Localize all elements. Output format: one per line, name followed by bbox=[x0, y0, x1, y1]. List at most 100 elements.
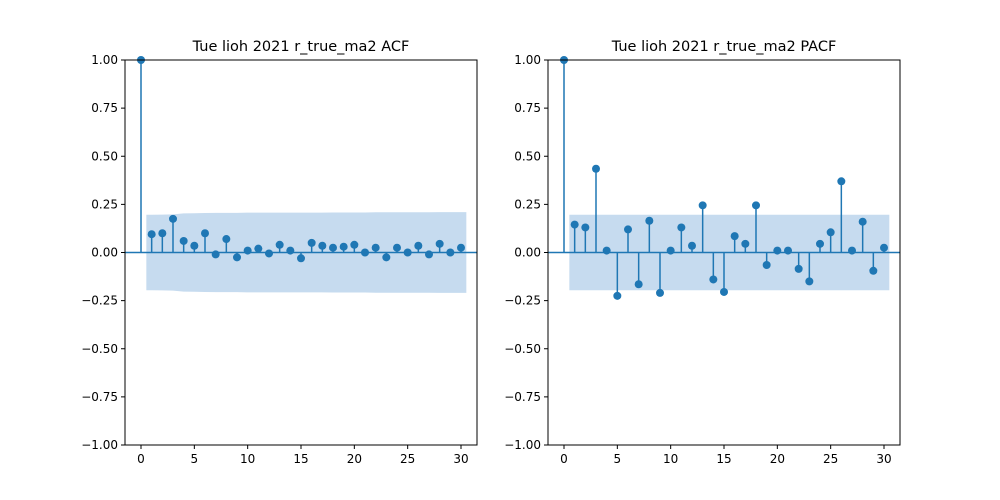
acf-point-lag-6 bbox=[201, 229, 209, 238]
acf-point-lag-17 bbox=[318, 241, 327, 250]
acf-y-tick-label: 0.50 bbox=[91, 149, 118, 163]
acf-point-lag-28 bbox=[435, 239, 444, 248]
acf-point-lag-30 bbox=[457, 243, 465, 252]
acf-point-lag-10 bbox=[243, 246, 252, 255]
pacf-x-tick-label: 20 bbox=[770, 452, 785, 466]
acf-point-lag-3 bbox=[169, 214, 177, 223]
acf-point-lag-8 bbox=[222, 235, 231, 244]
pacf-point-lag-26 bbox=[837, 177, 846, 186]
pacf-point-lag-11 bbox=[677, 223, 686, 232]
pacf-y-tick-label: −0.50 bbox=[504, 342, 541, 356]
pacf-y-axis-ticks: 1.00 0.75 0.50 0.25 0.00 −0.25 −0.50 −0.75 −1.00 bbox=[504, 53, 548, 452]
acf-x-tick-label: 15 bbox=[293, 452, 308, 466]
acf-point-lag-15 bbox=[297, 254, 305, 263]
acf-y-tick-label: −0.25 bbox=[81, 294, 118, 308]
pacf-point-lag-19 bbox=[762, 261, 771, 270]
acf-point-lag-29 bbox=[446, 248, 455, 257]
acf-y-tick-label: 1.00 bbox=[91, 53, 118, 67]
acf-point-lag-19 bbox=[339, 242, 348, 251]
pacf-point-lag-18 bbox=[752, 201, 760, 210]
pacf-y-tick-label: 0.00 bbox=[514, 246, 541, 260]
acf-point-lag-18 bbox=[329, 243, 337, 252]
pacf-y-tick-label: 1.00 bbox=[514, 53, 541, 67]
acf-point-lag-11 bbox=[254, 244, 263, 253]
acf-chart-title: Tue lioh 2021 r_true_ma2 ACF bbox=[192, 39, 410, 55]
pacf-x-tick-label: 10 bbox=[663, 452, 678, 466]
acf-panel: Tue lioh 2021 r_true_ma2 ACF 0 5 10 15 20 25 3… bbox=[81, 39, 478, 466]
acf-point-lag-20 bbox=[350, 240, 359, 249]
acf-stem-layer bbox=[137, 56, 465, 263]
pacf-panel: Tue lioh 2021 r_true_ma2 PACF 0 5 10 15 20 25… bbox=[504, 39, 901, 466]
acf-x-axis-ticks: 0 5 10 15 20 25 30 bbox=[137, 445, 469, 466]
acf-x-tick-label: 10 bbox=[240, 452, 255, 466]
acf-point-lag-26 bbox=[414, 241, 423, 250]
acf-point-lag-12 bbox=[265, 249, 273, 258]
pacf-point-lag-1 bbox=[570, 220, 579, 229]
pacf-point-lag-29 bbox=[869, 266, 878, 275]
pacf-x-tick-label: 30 bbox=[876, 452, 891, 466]
acf-y-tick-label: 0.00 bbox=[91, 246, 118, 260]
pacf-y-tick-label: 0.25 bbox=[514, 197, 541, 211]
acf-point-lag-21 bbox=[361, 248, 369, 257]
pacf-point-lag-21 bbox=[784, 246, 792, 255]
acf-point-lag-16 bbox=[307, 238, 316, 247]
pacf-point-lag-30 bbox=[880, 243, 888, 252]
pacf-point-lag-25 bbox=[826, 228, 835, 237]
pacf-point-lag-5 bbox=[613, 291, 622, 300]
pacf-x-tick-label: 5 bbox=[614, 452, 622, 466]
acf-x-tick-label: 25 bbox=[400, 452, 415, 466]
pacf-point-lag-23 bbox=[805, 277, 814, 286]
pacf-y-tick-label: 0.75 bbox=[514, 101, 541, 115]
pacf-point-lag-15 bbox=[720, 287, 728, 296]
pacf-point-lag-27 bbox=[848, 246, 856, 255]
acf-y-axis-ticks: 1.00 0.75 0.50 0.25 0.00 −0.25 −0.50 −0.75 −1.00 bbox=[81, 53, 125, 452]
pacf-x-axis-ticks: 0 5 10 15 20 25 30 bbox=[560, 445, 892, 466]
pacf-point-lag-16 bbox=[730, 232, 739, 241]
pacf-point-lag-10 bbox=[666, 246, 675, 255]
pacf-y-tick-label: −1.00 bbox=[504, 438, 541, 452]
pacf-point-lag-13 bbox=[698, 201, 707, 210]
pacf-y-tick-label: −0.25 bbox=[504, 294, 541, 308]
pacf-y-tick-label: 0.50 bbox=[514, 149, 541, 163]
acf-point-lag-24 bbox=[393, 243, 401, 252]
pacf-x-tick-label: 25 bbox=[823, 452, 838, 466]
acf-point-lag-13 bbox=[275, 240, 284, 249]
acf-point-lag-4 bbox=[179, 236, 188, 245]
acf-point-lag-2 bbox=[158, 229, 167, 238]
acf-y-tick-label: −1.00 bbox=[81, 438, 118, 452]
acf-point-lag-14 bbox=[286, 246, 295, 255]
pacf-point-lag-2 bbox=[581, 223, 590, 232]
acf-point-lag-22 bbox=[371, 243, 380, 252]
acf-x-tick-label: 30 bbox=[453, 452, 468, 466]
pacf-point-lag-28 bbox=[858, 217, 867, 226]
acf-point-lag-23 bbox=[382, 253, 391, 262]
acf-y-tick-label: 0.75 bbox=[91, 101, 118, 115]
acf-point-lag-27 bbox=[425, 250, 433, 259]
pacf-point-lag-7 bbox=[634, 280, 643, 289]
pacf-stem-layer bbox=[560, 56, 888, 300]
pacf-point-lag-9 bbox=[656, 288, 664, 297]
pacf-x-tick-label: 0 bbox=[560, 452, 568, 466]
acf-point-lag-5 bbox=[190, 241, 199, 250]
acf-point-lag-9 bbox=[233, 253, 241, 262]
acf-x-tick-label: 0 bbox=[137, 452, 145, 466]
pacf-chart-title: Tue lioh 2021 r_true_ma2 PACF bbox=[611, 39, 837, 55]
pacf-point-lag-12 bbox=[688, 241, 696, 250]
acf-point-lag-25 bbox=[403, 248, 412, 257]
pacf-y-tick-label: −0.75 bbox=[504, 390, 541, 404]
acf-x-tick-label: 5 bbox=[191, 452, 199, 466]
pacf-point-lag-3 bbox=[592, 164, 600, 173]
pacf-point-lag-6 bbox=[624, 225, 632, 234]
acf-point-lag-7 bbox=[211, 250, 220, 259]
pacf-point-lag-22 bbox=[794, 264, 803, 273]
acf-point-lag-1 bbox=[147, 230, 156, 239]
acf-y-tick-label: −0.75 bbox=[81, 390, 118, 404]
pacf-point-lag-17 bbox=[741, 239, 750, 248]
pacf-x-tick-label: 15 bbox=[716, 452, 731, 466]
pacf-point-lag-14 bbox=[709, 275, 718, 284]
acf-y-tick-label: 0.25 bbox=[91, 197, 118, 211]
acf-x-tick-label: 20 bbox=[347, 452, 362, 466]
pacf-point-lag-8 bbox=[645, 216, 654, 225]
pacf-point-lag-24 bbox=[816, 239, 824, 248]
